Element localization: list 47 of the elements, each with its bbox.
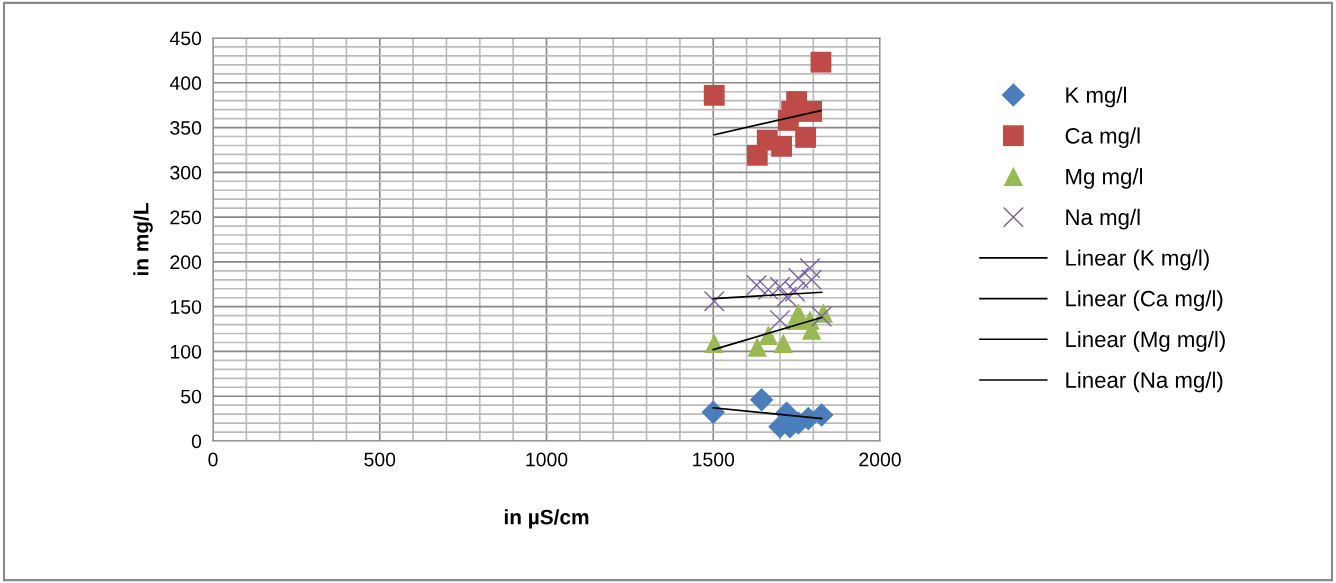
legend-label: Linear (Ca mg/l) xyxy=(1066,290,1223,311)
y-tick-label: 100 xyxy=(170,344,202,359)
y-tick-label: 200 xyxy=(170,255,202,270)
point xyxy=(771,135,793,157)
x-tick-label: 0 xyxy=(208,452,218,467)
y-tick-label: 300 xyxy=(170,165,202,180)
point xyxy=(795,126,817,148)
y-tick-label: 400 xyxy=(169,76,202,91)
x-tick-label: 1500 xyxy=(693,452,735,467)
legend-label: Na mg/l xyxy=(1066,208,1140,230)
y-tick-label: 350 xyxy=(170,121,202,135)
point xyxy=(788,303,809,323)
point xyxy=(784,281,806,302)
point xyxy=(749,388,774,412)
legend-label: Linear (Na mg/l) xyxy=(1066,371,1223,393)
x-axis-title: in µS/cm xyxy=(504,509,589,529)
point xyxy=(769,276,791,298)
y-tick-label: 50 xyxy=(181,389,202,404)
point xyxy=(773,333,794,354)
point xyxy=(769,309,791,331)
point xyxy=(799,257,821,279)
point xyxy=(746,274,768,296)
point xyxy=(703,84,725,106)
y-axis-title: in mg/L xyxy=(133,203,153,276)
y-tick-label: 150 xyxy=(170,300,202,314)
point xyxy=(787,267,809,289)
point xyxy=(758,325,778,346)
legend-label: Linear (Mg mg/l) xyxy=(1066,330,1225,352)
legend-label: Ca mg/l xyxy=(1065,127,1140,149)
legend-label: Mg mg/l xyxy=(1066,168,1143,189)
point xyxy=(746,144,768,166)
y-tick-label: 250 xyxy=(170,210,202,225)
point xyxy=(810,51,832,73)
legend-label: K mg/l xyxy=(1066,86,1126,108)
point xyxy=(747,337,767,357)
point xyxy=(703,290,725,312)
x-tick-label: 1000 xyxy=(526,452,568,467)
point xyxy=(701,400,726,425)
x-tick-label: 2000 xyxy=(859,452,901,467)
point xyxy=(776,286,798,308)
point xyxy=(757,279,779,301)
x-tick-label: 500 xyxy=(364,452,396,467)
point xyxy=(704,333,724,354)
y-tick-label: 0 xyxy=(191,434,202,449)
point xyxy=(801,269,823,291)
y-tick-label: 450 xyxy=(169,31,202,46)
legend-label: Linear (K mg/l) xyxy=(1066,249,1209,271)
